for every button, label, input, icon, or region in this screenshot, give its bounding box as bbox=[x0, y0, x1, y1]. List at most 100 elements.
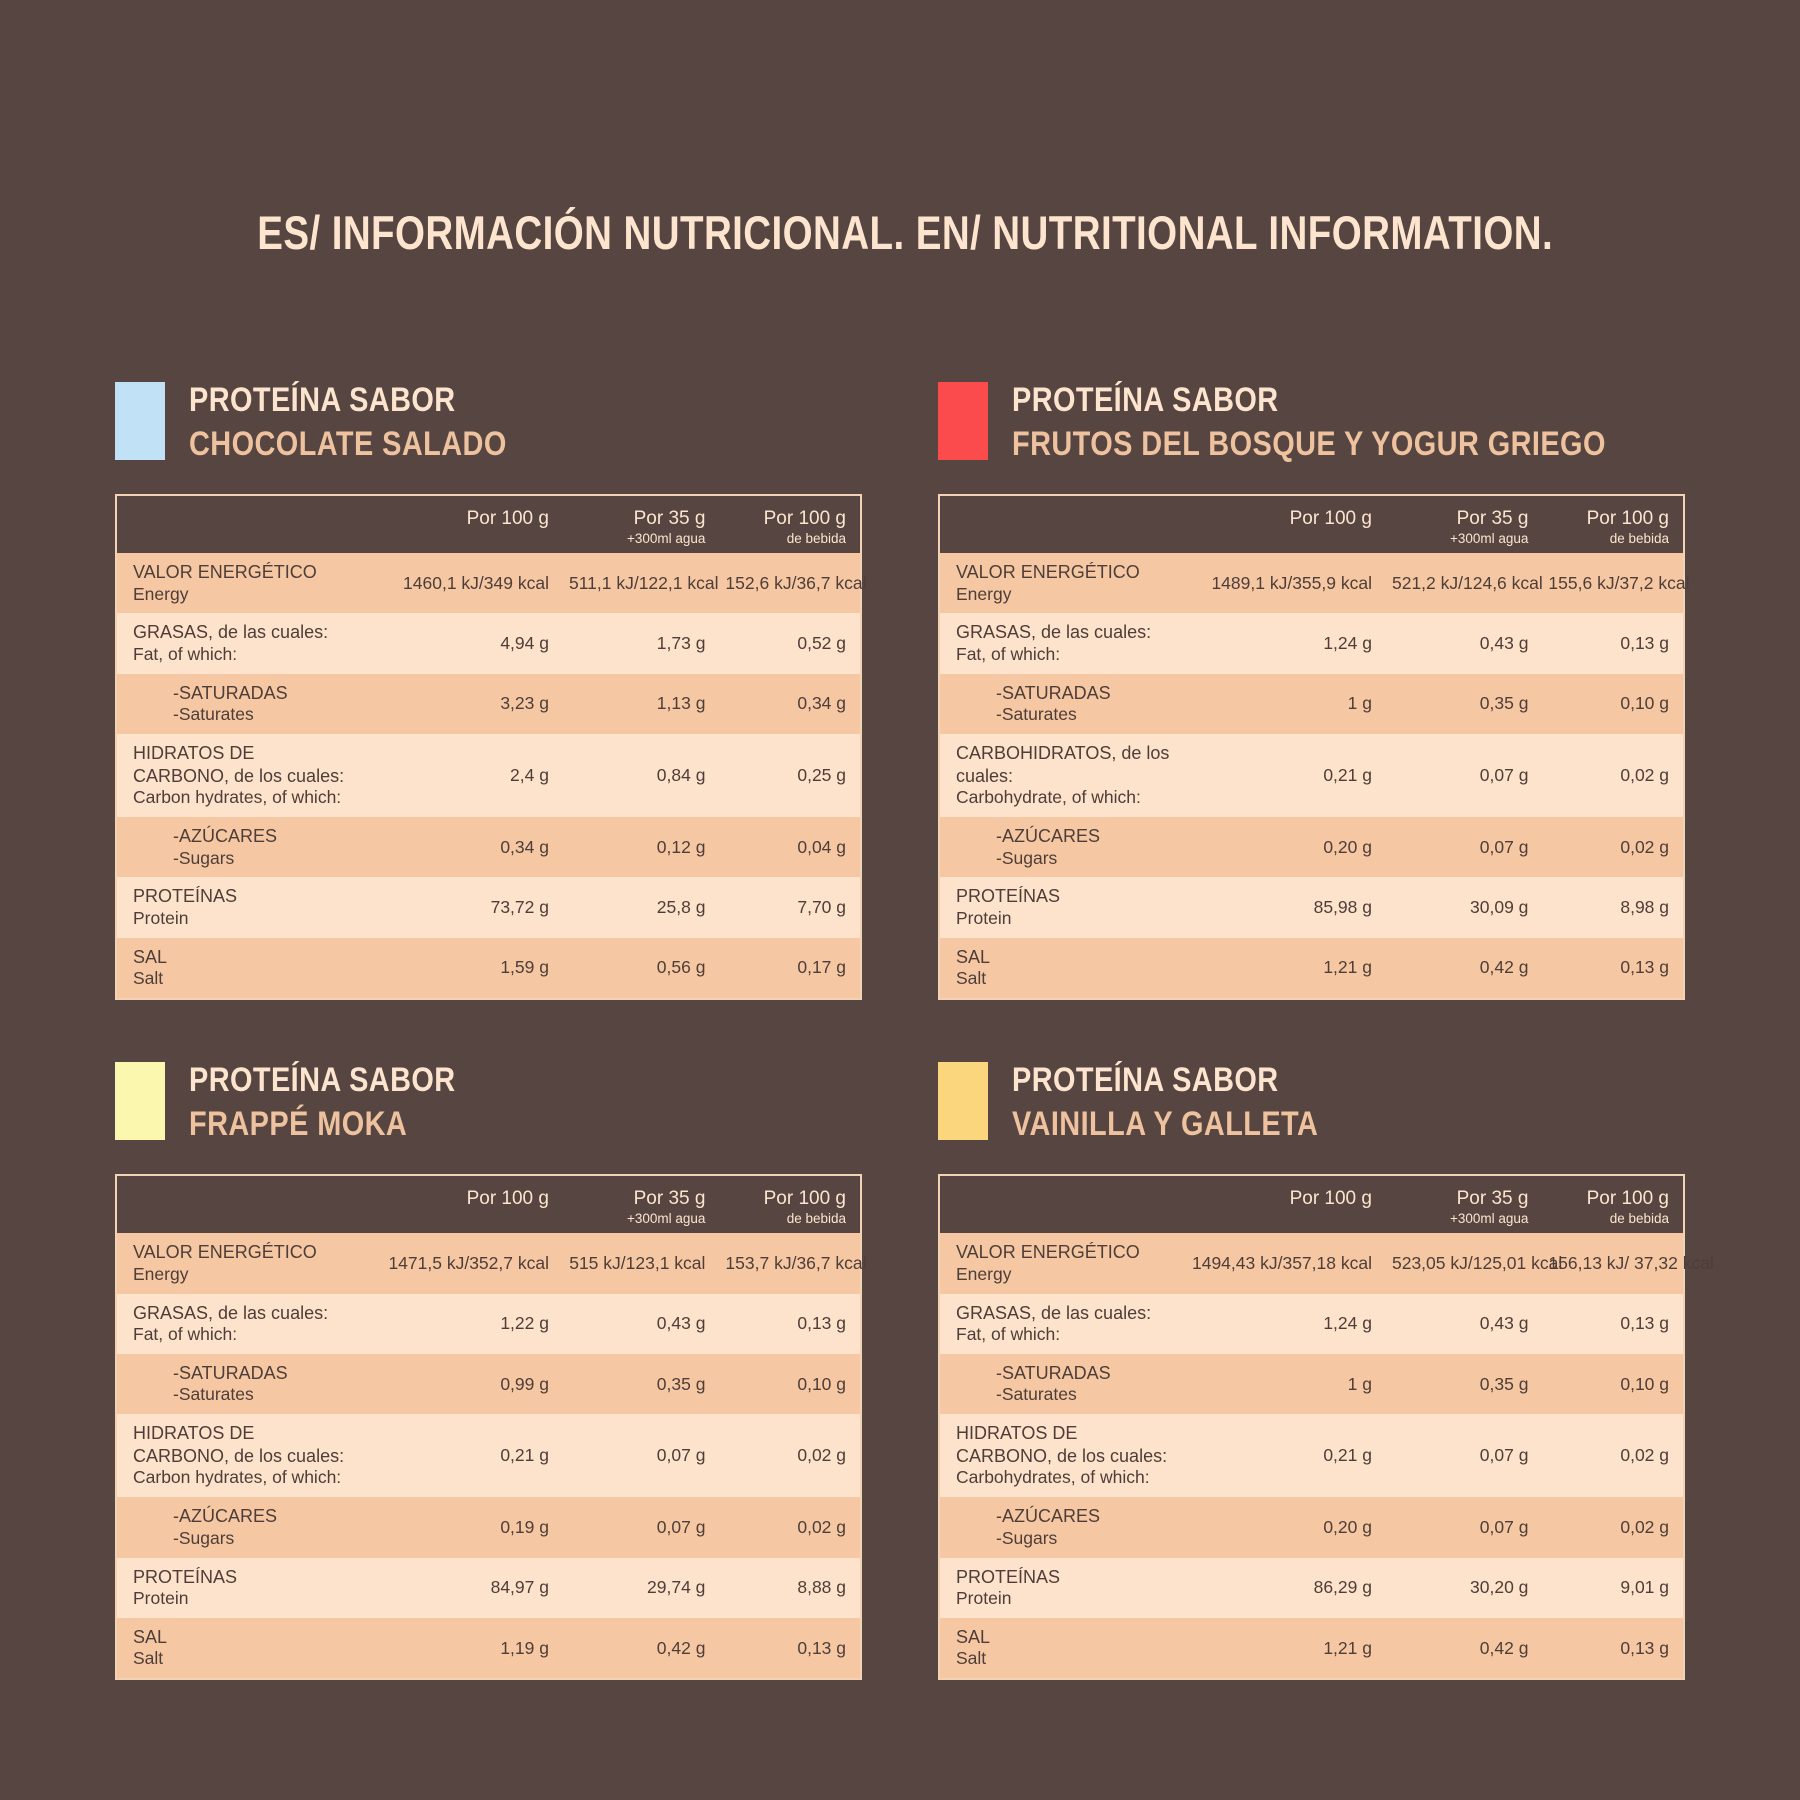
nutrient-label-en: Fat, of which: bbox=[956, 643, 1061, 664]
nutrient-row: HIDRATOS DE CARBONO, de los cuales: Carb… bbox=[116, 734, 861, 817]
value-per-100g-drink: 0,25 g bbox=[719, 734, 861, 817]
column-header-empty bbox=[939, 495, 1185, 553]
nutrient-label-en: Carbon hydrates, of which: bbox=[133, 787, 342, 808]
nutrient-label-en: Energy bbox=[956, 583, 1012, 604]
nutrient-label-es: HIDRATOS DE CARBONO, de los cuales: bbox=[133, 743, 345, 786]
flavor-title-line1: PROTEÍNA SABOR bbox=[189, 1061, 456, 1100]
value-per-100g: 1,22 g bbox=[361, 1293, 563, 1354]
value-per-100g-drink: 0,13 g bbox=[719, 1293, 861, 1354]
value-per-100g: 1,19 g bbox=[361, 1617, 563, 1680]
nutrient-label-en: -Sugars bbox=[996, 1527, 1058, 1548]
nutrient-row: SAL Salt 1,21 g 0,42 g 0,13 g bbox=[939, 1617, 1684, 1680]
nutrient-label-es: SAL bbox=[956, 946, 991, 967]
value-per-100g: 0,21 g bbox=[1184, 734, 1386, 817]
value-per-100g-drink: 0,02 g bbox=[719, 1414, 861, 1498]
value-per-100g: 0,21 g bbox=[1184, 1414, 1386, 1498]
flavor-title: PROTEÍNA SABOR VAINILLA Y GALLETA bbox=[1012, 1058, 1318, 1146]
column-header-per-100g: Por 100 g bbox=[1184, 1175, 1386, 1234]
value-per-100g: 1,24 g bbox=[1184, 1293, 1386, 1354]
value-per-35g: 523,05 kJ/125,01 kcal bbox=[1385, 1233, 1562, 1294]
nutrient-label-es: -AZÚCARES bbox=[173, 1506, 278, 1527]
value-per-100g-drink: 0,02 g bbox=[1542, 1497, 1684, 1558]
value-per-35g: 0,07 g bbox=[1385, 734, 1543, 817]
nutrient-label-es: -AZÚCARES bbox=[173, 826, 278, 846]
column-header-per-100g: Por 100 g bbox=[361, 1175, 563, 1234]
nutrient-row: -SATURADAS -Saturates 1 g 0,35 g 0,10 g bbox=[939, 1353, 1684, 1415]
value-per-35g: 0,42 g bbox=[562, 1617, 720, 1680]
value-per-100g-drink: 0,02 g bbox=[1542, 817, 1684, 878]
value-per-100g: 0,21 g bbox=[361, 1414, 563, 1498]
column-header-per-100g: Por 100 g bbox=[361, 495, 563, 553]
flavor-header: PROTEÍNA SABOR CHOCOLATE SALADO bbox=[115, 378, 862, 470]
value-per-100g: 1489,1 kJ/355,9 kcal bbox=[1184, 553, 1386, 614]
column-header-per-35g: Por 35 g +300ml agua bbox=[562, 1175, 720, 1234]
nutrient-row: -AZÚCARES -Sugars 0,34 g 0,12 g 0,04 g bbox=[116, 817, 861, 878]
nutrient-label-en: -Saturates bbox=[173, 1384, 254, 1405]
value-per-100g: 4,94 g bbox=[361, 613, 563, 674]
nutrition-table-body: VALOR ENERGÉTICO Energy 1489,1 kJ/355,9 … bbox=[939, 553, 1689, 1000]
nutrient-label-es: -AZÚCARES bbox=[996, 1506, 1101, 1527]
nutrient-row: GRASAS, de las cuales: Fat, of which: 1,… bbox=[939, 1293, 1684, 1354]
nutrient-label-es: GRASAS, de las cuales: bbox=[956, 622, 1152, 643]
nutrient-label: PROTEÍNAS Protein bbox=[116, 877, 362, 938]
flavor-title-line1: PROTEÍNA SABOR bbox=[189, 381, 456, 419]
nutrient-row: SAL Salt 1,19 g 0,42 g 0,13 g bbox=[116, 1617, 861, 1680]
nutrient-label-es: -SATURADAS bbox=[996, 682, 1111, 703]
flavor-title: PROTEÍNA SABOR FRUTOS DEL BOSQUE Y YOGUR… bbox=[1012, 378, 1606, 466]
nutrient-label-en: -Sugars bbox=[996, 847, 1058, 868]
value-per-100g-drink: 0,10 g bbox=[1542, 1353, 1684, 1415]
nutrient-label-es: GRASAS, de las cuales: bbox=[133, 622, 329, 643]
flavor-header: PROTEÍNA SABOR VAINILLA Y GALLETA bbox=[938, 1058, 1685, 1150]
nutrient-label-es: -SATURADAS bbox=[173, 682, 288, 703]
value-per-100g: 1,24 g bbox=[1184, 613, 1386, 674]
nutrient-label-en: Energy bbox=[956, 1263, 1012, 1284]
nutrient-label: GRASAS, de las cuales: Fat, of which: bbox=[116, 1293, 362, 1354]
value-per-35g: 511,1 kJ/122,1 kcal bbox=[562, 553, 720, 614]
flavor-title-line2: VAINILLA Y GALLETA bbox=[1012, 1105, 1319, 1144]
nutrient-label: GRASAS, de las cuales: Fat, of which: bbox=[939, 613, 1185, 674]
flavor-card-vainilla-y-galleta: PROTEÍNA SABOR VAINILLA Y GALLETA Por 10… bbox=[938, 1058, 1714, 1681]
nutrient-label: -SATURADAS -Saturates bbox=[116, 1353, 362, 1415]
value-per-35g: 0,56 g bbox=[562, 937, 720, 1000]
nutrition-table-body: VALOR ENERGÉTICO Energy 1471,5 kJ/352,7 … bbox=[116, 1233, 866, 1680]
nutrient-label-en: Protein bbox=[133, 907, 189, 928]
nutrient-row: -SATURADAS -Saturates 0,99 g 0,35 g 0,10… bbox=[116, 1353, 861, 1415]
nutrition-table-body: VALOR ENERGÉTICO Energy 1460,1 kJ/349 kc… bbox=[116, 553, 866, 1000]
nutrient-label-es: PROTEÍNAS bbox=[956, 886, 1061, 907]
flavor-color-swatch bbox=[115, 1062, 165, 1141]
nutrient-row: HIDRATOS DE CARBONO, de los cuales: Carb… bbox=[116, 1414, 861, 1498]
nutrient-row: -AZÚCARES -Sugars 0,20 g 0,07 g 0,02 g bbox=[939, 1497, 1684, 1558]
nutrient-label-en: -Saturates bbox=[996, 704, 1077, 725]
nutrient-label: SAL Salt bbox=[939, 1617, 1185, 1680]
value-per-100g: 0,19 g bbox=[361, 1497, 563, 1558]
nutrient-label-en: Protein bbox=[133, 1588, 189, 1608]
nutrient-label-es: VALOR ENERGÉTICO bbox=[133, 562, 317, 582]
flavor-header: PROTEÍNA SABOR FRUTOS DEL BOSQUE Y YOGUR… bbox=[938, 378, 1685, 470]
nutrient-label-es: SAL bbox=[133, 946, 168, 967]
value-per-35g: 1,13 g bbox=[562, 673, 720, 735]
value-per-100g-drink: 0,10 g bbox=[1542, 673, 1684, 735]
nutrient-label: SAL Salt bbox=[939, 937, 1185, 1000]
column-header-per-100g-drink: Por 100 g de bebida bbox=[719, 495, 861, 553]
value-per-100g: 1 g bbox=[1184, 673, 1386, 735]
nutrient-row: GRASAS, de las cuales: Fat, of which: 1,… bbox=[116, 1293, 861, 1354]
value-per-100g-drink: 0,04 g bbox=[719, 817, 861, 878]
nutrient-row: -AZÚCARES -Sugars 0,20 g 0,07 g 0,02 g bbox=[939, 817, 1684, 878]
column-header-per-35g: Por 35 g +300ml agua bbox=[562, 495, 720, 553]
value-per-35g: 0,12 g bbox=[562, 817, 720, 878]
value-per-100g: 1460,1 kJ/349 kcal bbox=[361, 553, 563, 614]
nutrient-label-es: SAL bbox=[956, 1626, 991, 1647]
nutrient-label: -AZÚCARES -Sugars bbox=[116, 1497, 362, 1558]
nutrient-label: PROTEÍNAS Protein bbox=[939, 877, 1185, 938]
value-per-35g: 515 kJ/123,1 kcal bbox=[562, 1233, 720, 1294]
nutrient-row: HIDRATOS DE CARBONO, de los cuales: Carb… bbox=[939, 1414, 1684, 1498]
value-per-35g: 521,2 kJ/124,6 kcal bbox=[1385, 553, 1543, 614]
value-per-100g-drink: 0,13 g bbox=[1542, 937, 1684, 1000]
nutrient-row: CARBOHIDRATOS, de los cuales: Carbohydra… bbox=[939, 734, 1684, 817]
flavor-card-chocolate-salado: PROTEÍNA SABOR CHOCOLATE SALADO Por 100 … bbox=[115, 378, 866, 1001]
